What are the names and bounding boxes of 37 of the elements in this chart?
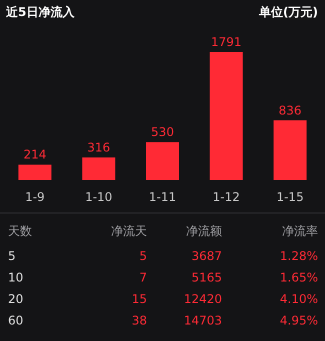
text: 60 (8, 314, 24, 328)
text: 1.28% (280, 249, 318, 263)
x-tick-label: 1-11 (148, 190, 176, 204)
chart-title: 近5日净流入 (5, 5, 76, 19)
x-tick-label: 1-9 (25, 190, 45, 204)
text: 38 (132, 314, 147, 328)
text: 15 (132, 292, 147, 306)
text: 净流额 (186, 224, 222, 238)
text: 20 (8, 292, 24, 306)
text: 天数 (8, 224, 32, 238)
text: 10 (8, 270, 24, 284)
bar (82, 157, 116, 180)
text: 3687 (191, 249, 222, 263)
data-label: 316 (87, 140, 110, 154)
data-label: 530 (151, 125, 174, 140)
bar (146, 142, 179, 180)
bar (274, 120, 307, 180)
bar (18, 164, 52, 180)
text: 5 (139, 249, 147, 263)
data-label: 1791 (211, 35, 242, 49)
text: 5165 (191, 270, 222, 284)
text: 14703 (184, 314, 222, 328)
text: 1.65% (280, 270, 318, 284)
text: 7 (139, 270, 147, 284)
text: 12420 (184, 292, 222, 306)
text: 4.10% (280, 292, 318, 306)
data-label: 836 (278, 103, 302, 118)
x-tick-label: 1-10 (85, 190, 112, 204)
text: 5 (8, 249, 16, 263)
bar (210, 52, 243, 180)
x-tick-label: 1-15 (276, 190, 304, 204)
text: 4.95% (280, 314, 318, 328)
text: 净流率 (282, 224, 318, 238)
x-tick-label: 1-12 (212, 190, 240, 204)
data-label: 214 (23, 148, 46, 162)
chart-subtitle: 单位(万元) (258, 5, 318, 19)
text: 净流天 (111, 224, 147, 238)
